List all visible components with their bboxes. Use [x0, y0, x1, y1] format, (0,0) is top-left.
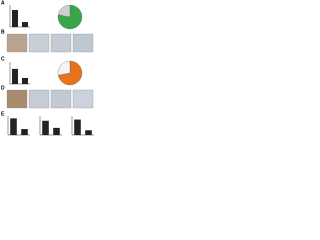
bar — [42, 120, 49, 135]
bar — [21, 129, 28, 135]
micrograph-row — [6, 33, 94, 53]
micrograph — [72, 33, 94, 53]
bar — [22, 22, 28, 27]
micrograph — [28, 89, 50, 109]
micrograph-row — [6, 89, 94, 109]
bar — [85, 130, 92, 135]
panel-label: A — [1, 0, 5, 6]
bar — [22, 77, 28, 84]
micrograph — [28, 33, 50, 53]
pie-slice — [57, 4, 83, 30]
bar — [12, 68, 18, 84]
panel-label: C — [1, 56, 5, 62]
bar — [74, 119, 81, 135]
bar — [12, 9, 18, 27]
micrograph — [50, 33, 72, 53]
panel-label: E — [1, 111, 5, 117]
bar — [53, 127, 60, 135]
page: A B C D E (() => { const data = JSON.par… — [1, 0, 94, 136]
micrograph — [72, 89, 94, 109]
panel-label: B — [1, 29, 5, 35]
figure: A B C D E — [1, 0, 94, 136]
micrograph — [6, 33, 28, 53]
micrograph — [6, 89, 28, 109]
panel-label: D — [1, 85, 5, 91]
pie-slice — [58, 4, 71, 18]
pie-slice — [57, 60, 71, 76]
bar — [10, 118, 17, 135]
micrograph — [50, 89, 72, 109]
